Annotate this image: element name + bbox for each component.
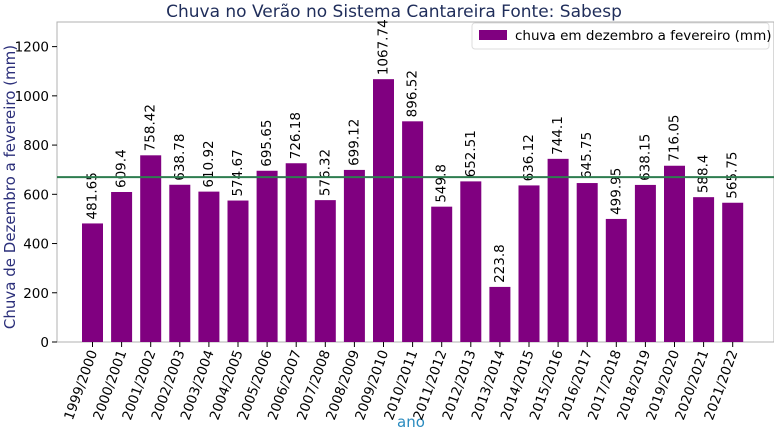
bar [431, 206, 453, 342]
bar [227, 200, 249, 342]
bar [169, 184, 191, 342]
bar-value-label: 610.92 [201, 140, 217, 187]
y-tick-label: 400 [23, 237, 49, 253]
chart-title: Chuva no Verão no Sistema Cantareira Fon… [166, 2, 622, 22]
y-tick-label: 1000 [15, 89, 49, 105]
bar [402, 121, 424, 343]
bar [343, 169, 365, 342]
bar-value-label: 645.75 [579, 132, 595, 179]
legend-swatch [479, 30, 507, 40]
bar [82, 223, 103, 342]
legend: chuva em dezembro a fevereiro (mm) [471, 22, 772, 50]
bars: 481.65 609.4 758.42 638.78 610.92 574.67 695.6… [82, 19, 744, 343]
y-tick-label: 800 [23, 138, 49, 154]
bar-value-label: 744.1 [550, 116, 566, 155]
bar-value-label: 699.12 [346, 119, 362, 166]
bar-value-label: 574.67 [230, 149, 246, 196]
bar [722, 202, 744, 342]
bar [373, 79, 394, 342]
bar [547, 158, 569, 342]
bar [489, 286, 511, 342]
bar-value-label: 726.18 [288, 112, 304, 159]
bar [634, 184, 656, 342]
x-axis-label: ano [397, 413, 425, 429]
bar-value-label: 1067.74 [376, 19, 392, 75]
bar-value-label: 638.15 [637, 134, 653, 181]
bar [693, 197, 715, 342]
bar [140, 155, 162, 342]
bar-value-label: 223.8 [492, 244, 508, 283]
bar [198, 191, 220, 342]
bar [605, 218, 627, 342]
y-axis: 0 200 400 600 800 1000 1200 [15, 40, 57, 351]
y-tick-label: 200 [23, 286, 49, 302]
bar [664, 165, 685, 342]
bar [576, 183, 598, 342]
legend-label: chuva em dezembro a fevereiro (mm) [515, 28, 772, 44]
x-axis: 1999/20002000/20012001/20022002/20032003… [61, 342, 741, 422]
bar [314, 200, 336, 342]
bar [460, 181, 482, 342]
bar-value-label: 576.32 [317, 149, 333, 196]
y-axis-label: Chuva de Dezembro a fevereiro (mm) [1, 45, 19, 329]
bar [111, 191, 133, 342]
bar-value-label: 588.4 [696, 155, 712, 194]
bar-value-label: 636.12 [521, 134, 537, 181]
legend-box [471, 22, 770, 50]
bar-value-label: 499.95 [608, 168, 624, 215]
bar-value-label: 565.75 [725, 151, 741, 198]
bar-value-label: 609.4 [114, 149, 130, 188]
bar-value-label: 695.65 [259, 120, 275, 167]
bar-value-label: 549.8 [434, 164, 450, 203]
bar-value-label: 481.65 [85, 172, 101, 219]
y-tick-label: 600 [23, 187, 49, 203]
y-tick-label: 1200 [15, 40, 49, 56]
bar-value-label: 652.51 [463, 130, 479, 177]
bar-value-label: 758.42 [143, 104, 159, 151]
y-tick-label: 0 [40, 335, 49, 351]
bar [256, 170, 278, 342]
bar-value-label: 638.78 [172, 134, 188, 181]
bar [285, 163, 307, 342]
bar-value-label: 896.52 [405, 70, 421, 117]
bar [518, 185, 540, 342]
bar-value-label: 716.05 [667, 114, 683, 161]
